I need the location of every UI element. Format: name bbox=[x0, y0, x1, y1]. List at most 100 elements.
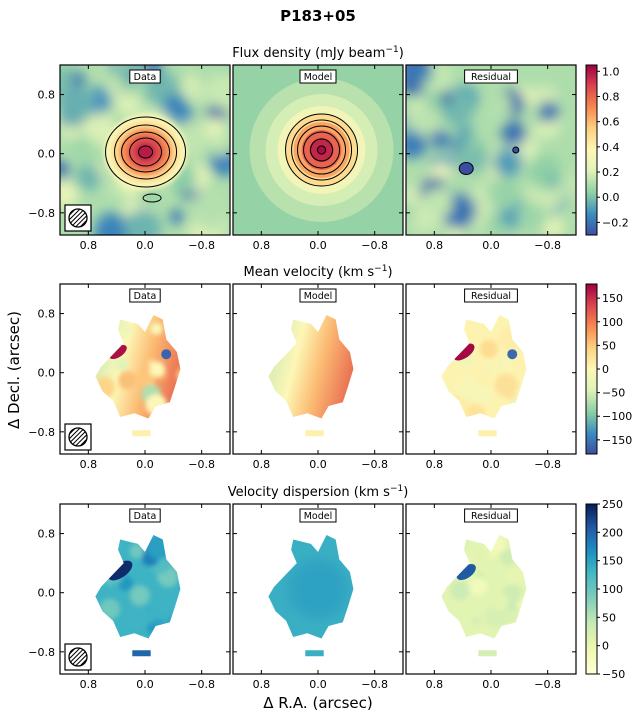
noise-blob bbox=[438, 90, 453, 106]
panel-label: Model bbox=[304, 291, 333, 302]
contour-line bbox=[291, 119, 353, 181]
x-tick-label: −0.8 bbox=[188, 239, 215, 252]
row-title-end: ) bbox=[387, 265, 392, 280]
compact-blob bbox=[132, 650, 151, 657]
noise-layer bbox=[406, 65, 576, 235]
noise-blob bbox=[447, 226, 463, 235]
panel-label: Model bbox=[304, 72, 333, 83]
x-tick-label: −0.8 bbox=[534, 239, 561, 252]
colorbar-velocity: 150 100 50 0 −50 −100 −150 bbox=[585, 283, 632, 455]
row-title-end: ) bbox=[403, 485, 408, 500]
x-tick-label: 0.8 bbox=[80, 239, 98, 252]
x-tick-label: −0.8 bbox=[534, 678, 561, 691]
hatch-line bbox=[69, 209, 86, 227]
velocity-blob bbox=[137, 370, 156, 389]
panel-label: Data bbox=[134, 511, 157, 522]
hatch-line bbox=[69, 428, 82, 446]
model-level bbox=[316, 145, 327, 155]
contour-line bbox=[303, 131, 341, 169]
hatch-line bbox=[69, 209, 82, 227]
hatch-line bbox=[78, 209, 87, 227]
y-tick-label: −0.8 bbox=[28, 207, 55, 220]
hatch-line bbox=[74, 209, 87, 227]
y-tick-label: 0.8 bbox=[38, 308, 56, 321]
x-tick-label: 0.8 bbox=[253, 458, 271, 471]
x-tick-label: 0.0 bbox=[136, 678, 154, 691]
panel-label-box bbox=[464, 288, 518, 303]
beam-symbol bbox=[64, 643, 92, 671]
panel-flux-data: Data 0.8 0.0 −0.8 0.8 0.0 −0.8 bbox=[28, 64, 231, 252]
noise-blob bbox=[443, 175, 466, 197]
hatch-line bbox=[78, 428, 87, 446]
panel-flux-model: Model 0.8 0.0 −0.8 bbox=[232, 64, 404, 252]
contour-line bbox=[310, 138, 334, 162]
residual-hotspot bbox=[456, 564, 476, 580]
panel-label-box bbox=[299, 288, 337, 303]
colorbar-tick-label: 100 bbox=[602, 583, 623, 596]
panel-dispersion-data: Data 0.8 0.0 −0.8 0.8 0.0 −0.8 bbox=[28, 503, 231, 691]
colorbar-tick-label: 0 bbox=[602, 363, 609, 376]
dispersion-blob bbox=[129, 585, 150, 606]
beam-outline bbox=[68, 208, 88, 228]
colorbar-tick-label: 50 bbox=[602, 339, 616, 352]
x-axis-label: Δ R.A. (arcsec) bbox=[263, 694, 373, 712]
contour-line bbox=[121, 131, 171, 173]
residual-blob bbox=[484, 604, 509, 629]
noise-blob bbox=[115, 93, 140, 117]
colorbar-tick-label: 1.0 bbox=[602, 65, 620, 78]
hatch-line bbox=[69, 648, 77, 666]
beam-outline bbox=[68, 427, 88, 447]
compact-blob bbox=[132, 430, 151, 437]
noise-blob bbox=[60, 86, 94, 123]
source-layer bbox=[103, 114, 188, 190]
residual-blob bbox=[471, 615, 482, 627]
y-tick-label: 0.8 bbox=[38, 89, 56, 102]
noise-blob bbox=[207, 72, 230, 110]
panel-image bbox=[406, 284, 576, 454]
residual-blob bbox=[457, 377, 480, 400]
negative-contour bbox=[458, 161, 474, 175]
panel-image bbox=[233, 284, 403, 454]
panel-flux-residual: Residual 0.8 0.0 −0.8 bbox=[405, 64, 577, 252]
x-tick-label: 0.0 bbox=[136, 458, 154, 471]
beam-symbol bbox=[64, 204, 92, 232]
x-tick-label: 0.0 bbox=[482, 458, 500, 471]
contour-line bbox=[317, 145, 327, 155]
noise-blob bbox=[538, 100, 560, 123]
colorbar-tick-label: −50 bbox=[602, 668, 625, 681]
noise-blob bbox=[203, 117, 226, 140]
x-tick-label: 0.0 bbox=[309, 239, 327, 252]
dispersion-hotspot bbox=[108, 560, 133, 581]
colorbar-tick-label: 0.2 bbox=[602, 166, 620, 179]
colorbar-tick-label: 0 bbox=[602, 640, 609, 653]
panel-dispersion-residual: Residual 0.8 0.0 −0.8 bbox=[405, 503, 577, 691]
row-title-sup: −1 bbox=[390, 484, 403, 494]
y-tick-label: −0.8 bbox=[28, 646, 55, 659]
row-title-flux: Flux density (mJy beam−1) bbox=[232, 45, 404, 61]
compact-blob bbox=[478, 430, 497, 437]
panel-velocity-data: Data 0.8 0.0 −0.8 0.8 0.0 −0.8 bbox=[28, 283, 231, 471]
residual-blob bbox=[474, 369, 491, 386]
panel-label: Residual bbox=[471, 511, 511, 522]
noise-blob bbox=[461, 140, 482, 160]
residual-blob bbox=[479, 339, 499, 359]
residual-blob bbox=[494, 373, 518, 398]
noise-blob bbox=[543, 217, 565, 235]
beam-outline bbox=[68, 647, 88, 667]
dispersion-blob bbox=[129, 543, 145, 559]
panel-label: Data bbox=[134, 72, 157, 83]
panel-label-box bbox=[299, 508, 337, 523]
noise-blob bbox=[60, 180, 79, 209]
compact-blob bbox=[305, 430, 324, 437]
dispersion-blob bbox=[126, 604, 150, 628]
y-tick-label: 0.0 bbox=[38, 587, 56, 600]
x-tick-label: 0.0 bbox=[309, 678, 327, 691]
y-tick-label: 0.0 bbox=[38, 148, 56, 161]
noise-blob bbox=[106, 65, 121, 73]
noise-blob bbox=[406, 134, 427, 158]
contour-line bbox=[114, 124, 178, 180]
residual-blob bbox=[469, 577, 488, 596]
colorbar-tick-label: 50 bbox=[602, 611, 616, 624]
residual-blob bbox=[449, 580, 470, 601]
panel-image bbox=[60, 65, 230, 235]
